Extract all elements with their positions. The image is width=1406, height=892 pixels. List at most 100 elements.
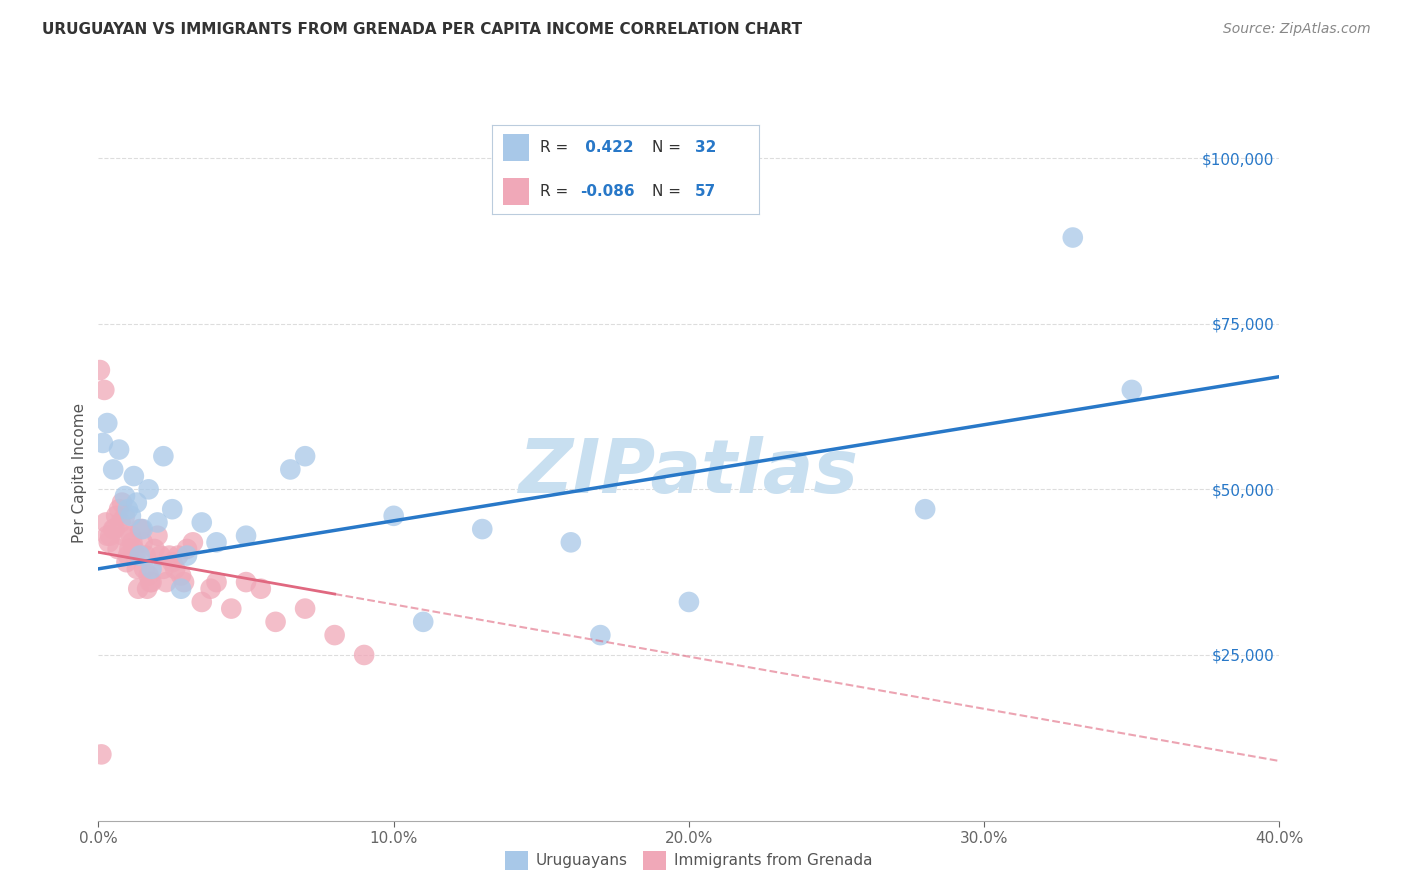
Point (138, 483, 160, 497)
Text: -0.086: -0.086 (581, 185, 636, 199)
Point (125, 495, 148, 509)
Point (155, 575, 177, 590)
Point (90, 747, 112, 762)
Point (181, 535, 204, 549)
Point (115, 555, 138, 569)
Point (96, 529, 118, 543)
Point (560, 535, 582, 549)
Point (146, 529, 169, 543)
Point (125, 562, 148, 576)
Point (219, 601, 243, 615)
Text: 57: 57 (695, 185, 717, 199)
Point (149, 549, 172, 563)
Point (200, 582, 222, 596)
Point (114, 508, 136, 523)
Y-axis label: Per Capita Income: Per Capita Income (72, 402, 87, 543)
Point (120, 508, 142, 523)
Point (471, 522, 494, 536)
Point (294, 449, 316, 463)
Point (117, 549, 139, 563)
Point (205, 535, 228, 549)
Point (97, 535, 120, 549)
Point (176, 541, 198, 556)
Point (1062, 230, 1084, 244)
Point (1121, 383, 1143, 397)
Point (170, 568, 193, 582)
Point (134, 562, 156, 576)
Point (157, 549, 180, 563)
Point (122, 469, 145, 483)
Bar (503, 134, 530, 161)
Point (114, 489, 136, 503)
Point (129, 522, 152, 536)
Bar (503, 178, 530, 205)
Point (96, 416, 118, 430)
Text: N =: N = (652, 140, 682, 154)
Point (104, 522, 127, 536)
Point (128, 549, 150, 563)
Point (353, 648, 375, 662)
Point (118, 541, 141, 556)
Point (132, 535, 155, 549)
Point (167, 549, 190, 563)
Point (678, 595, 700, 609)
Point (108, 502, 131, 516)
Point (152, 562, 174, 576)
Point (132, 522, 155, 536)
Point (136, 582, 159, 596)
Point (141, 575, 163, 590)
Point (117, 502, 139, 516)
Text: R =: R = (540, 185, 568, 199)
Point (121, 535, 143, 549)
Point (914, 502, 936, 516)
Point (382, 508, 405, 523)
Point (94, 516, 117, 530)
Point (294, 601, 316, 615)
Point (205, 575, 228, 590)
Point (264, 615, 287, 629)
Point (127, 582, 149, 596)
Point (323, 628, 346, 642)
Point (139, 575, 162, 590)
Point (107, 541, 129, 556)
Text: 32: 32 (695, 140, 717, 154)
Legend: Uruguayans, Immigrants from Grenada: Uruguayans, Immigrants from Grenada (499, 845, 879, 876)
Point (170, 582, 193, 596)
Point (108, 442, 131, 457)
Point (93, 383, 115, 397)
Point (412, 615, 434, 629)
Text: ZIPatlas: ZIPatlas (519, 436, 859, 509)
Text: N =: N = (652, 185, 682, 199)
Point (111, 495, 134, 509)
Text: R =: R = (540, 140, 568, 154)
Point (146, 516, 169, 530)
Point (135, 549, 157, 563)
Point (120, 529, 142, 543)
Point (110, 516, 132, 530)
Point (589, 628, 612, 642)
Text: URUGUAYAN VS IMMIGRANTS FROM GRENADA PER CAPITA INCOME CORRELATION CHART: URUGUAYAN VS IMMIGRANTS FROM GRENADA PER… (42, 22, 803, 37)
Point (173, 575, 195, 590)
Point (235, 529, 257, 543)
Point (122, 541, 145, 556)
Point (98, 529, 121, 543)
Point (162, 555, 183, 569)
Point (143, 541, 166, 556)
Point (103, 522, 125, 536)
Point (191, 595, 214, 609)
Text: Source: ZipAtlas.com: Source: ZipAtlas.com (1223, 22, 1371, 37)
Point (112, 529, 135, 543)
Point (105, 508, 128, 523)
Point (128, 522, 150, 536)
Point (235, 575, 257, 590)
Point (89, 363, 111, 377)
Point (176, 549, 198, 563)
Point (278, 462, 302, 476)
Point (103, 462, 125, 476)
Point (124, 549, 146, 563)
Point (138, 568, 160, 582)
Point (152, 449, 174, 463)
Point (165, 562, 187, 576)
Point (191, 516, 214, 530)
Point (91, 436, 114, 450)
